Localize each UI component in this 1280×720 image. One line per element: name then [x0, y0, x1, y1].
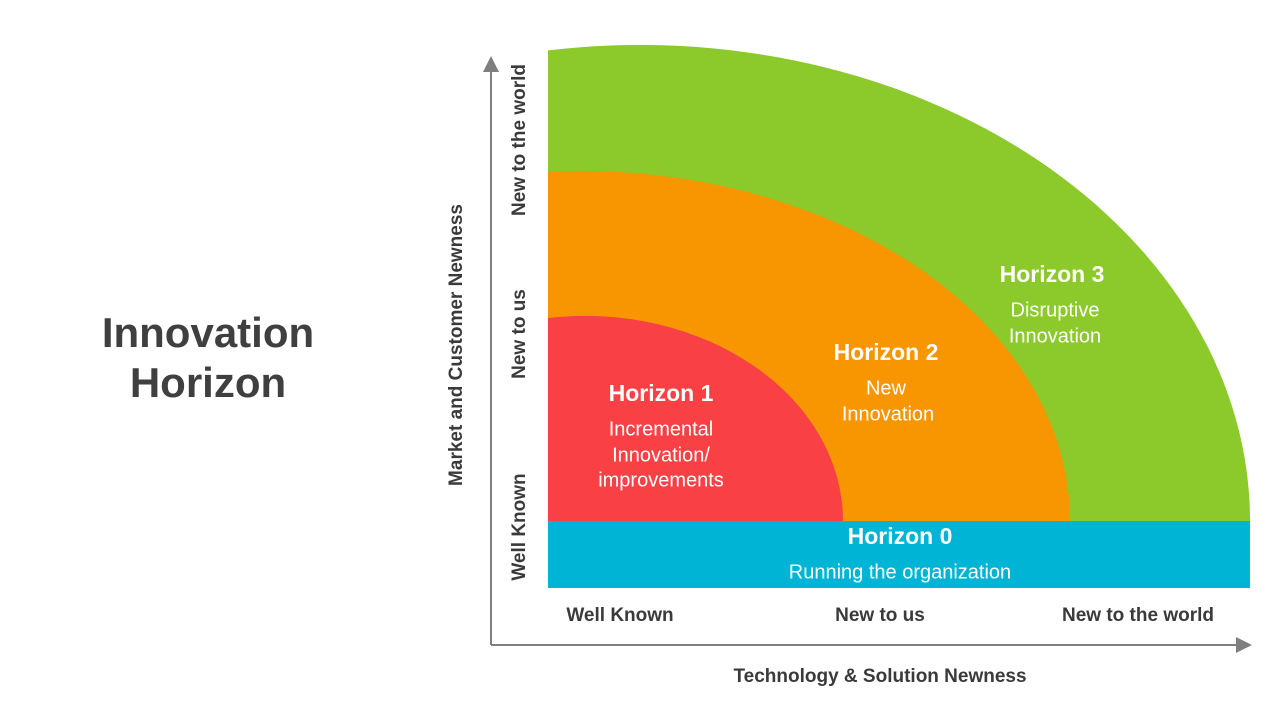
x-level: New to the world: [1062, 605, 1214, 626]
y-axis-label: Market and Customer Newness: [446, 204, 467, 486]
y-level: New to us: [509, 289, 530, 379]
horizon-name: Horizon 3: [1000, 261, 1105, 287]
horizon-description: New: [866, 377, 907, 399]
x-level: Well Known: [566, 605, 673, 626]
horizon-0-area: [548, 521, 1250, 588]
title-line: Innovation: [102, 309, 314, 356]
horizon-name: Horizon 0: [848, 523, 953, 549]
horizon-description: Innovation/: [612, 444, 710, 466]
horizon-description: Running the organization: [789, 561, 1011, 583]
horizon-description: Incremental: [609, 418, 714, 440]
horizon-1-area: [548, 315, 843, 521]
horizon-description: Disruptive: [1011, 299, 1100, 321]
title-line: Horizon: [130, 359, 286, 406]
horizon-description: Innovation: [842, 403, 934, 425]
horizon-name: Horizon 2: [834, 339, 939, 365]
y-level: New to the world: [509, 64, 530, 216]
horizon-description: Innovation: [1009, 325, 1101, 347]
horizon-description: improvements: [598, 469, 724, 491]
y-level: Well Known: [509, 473, 530, 580]
horizon-name: Horizon 1: [609, 380, 714, 406]
x-level: New to us: [835, 605, 925, 626]
x-axis-label: Technology & Solution Newness: [733, 666, 1026, 687]
